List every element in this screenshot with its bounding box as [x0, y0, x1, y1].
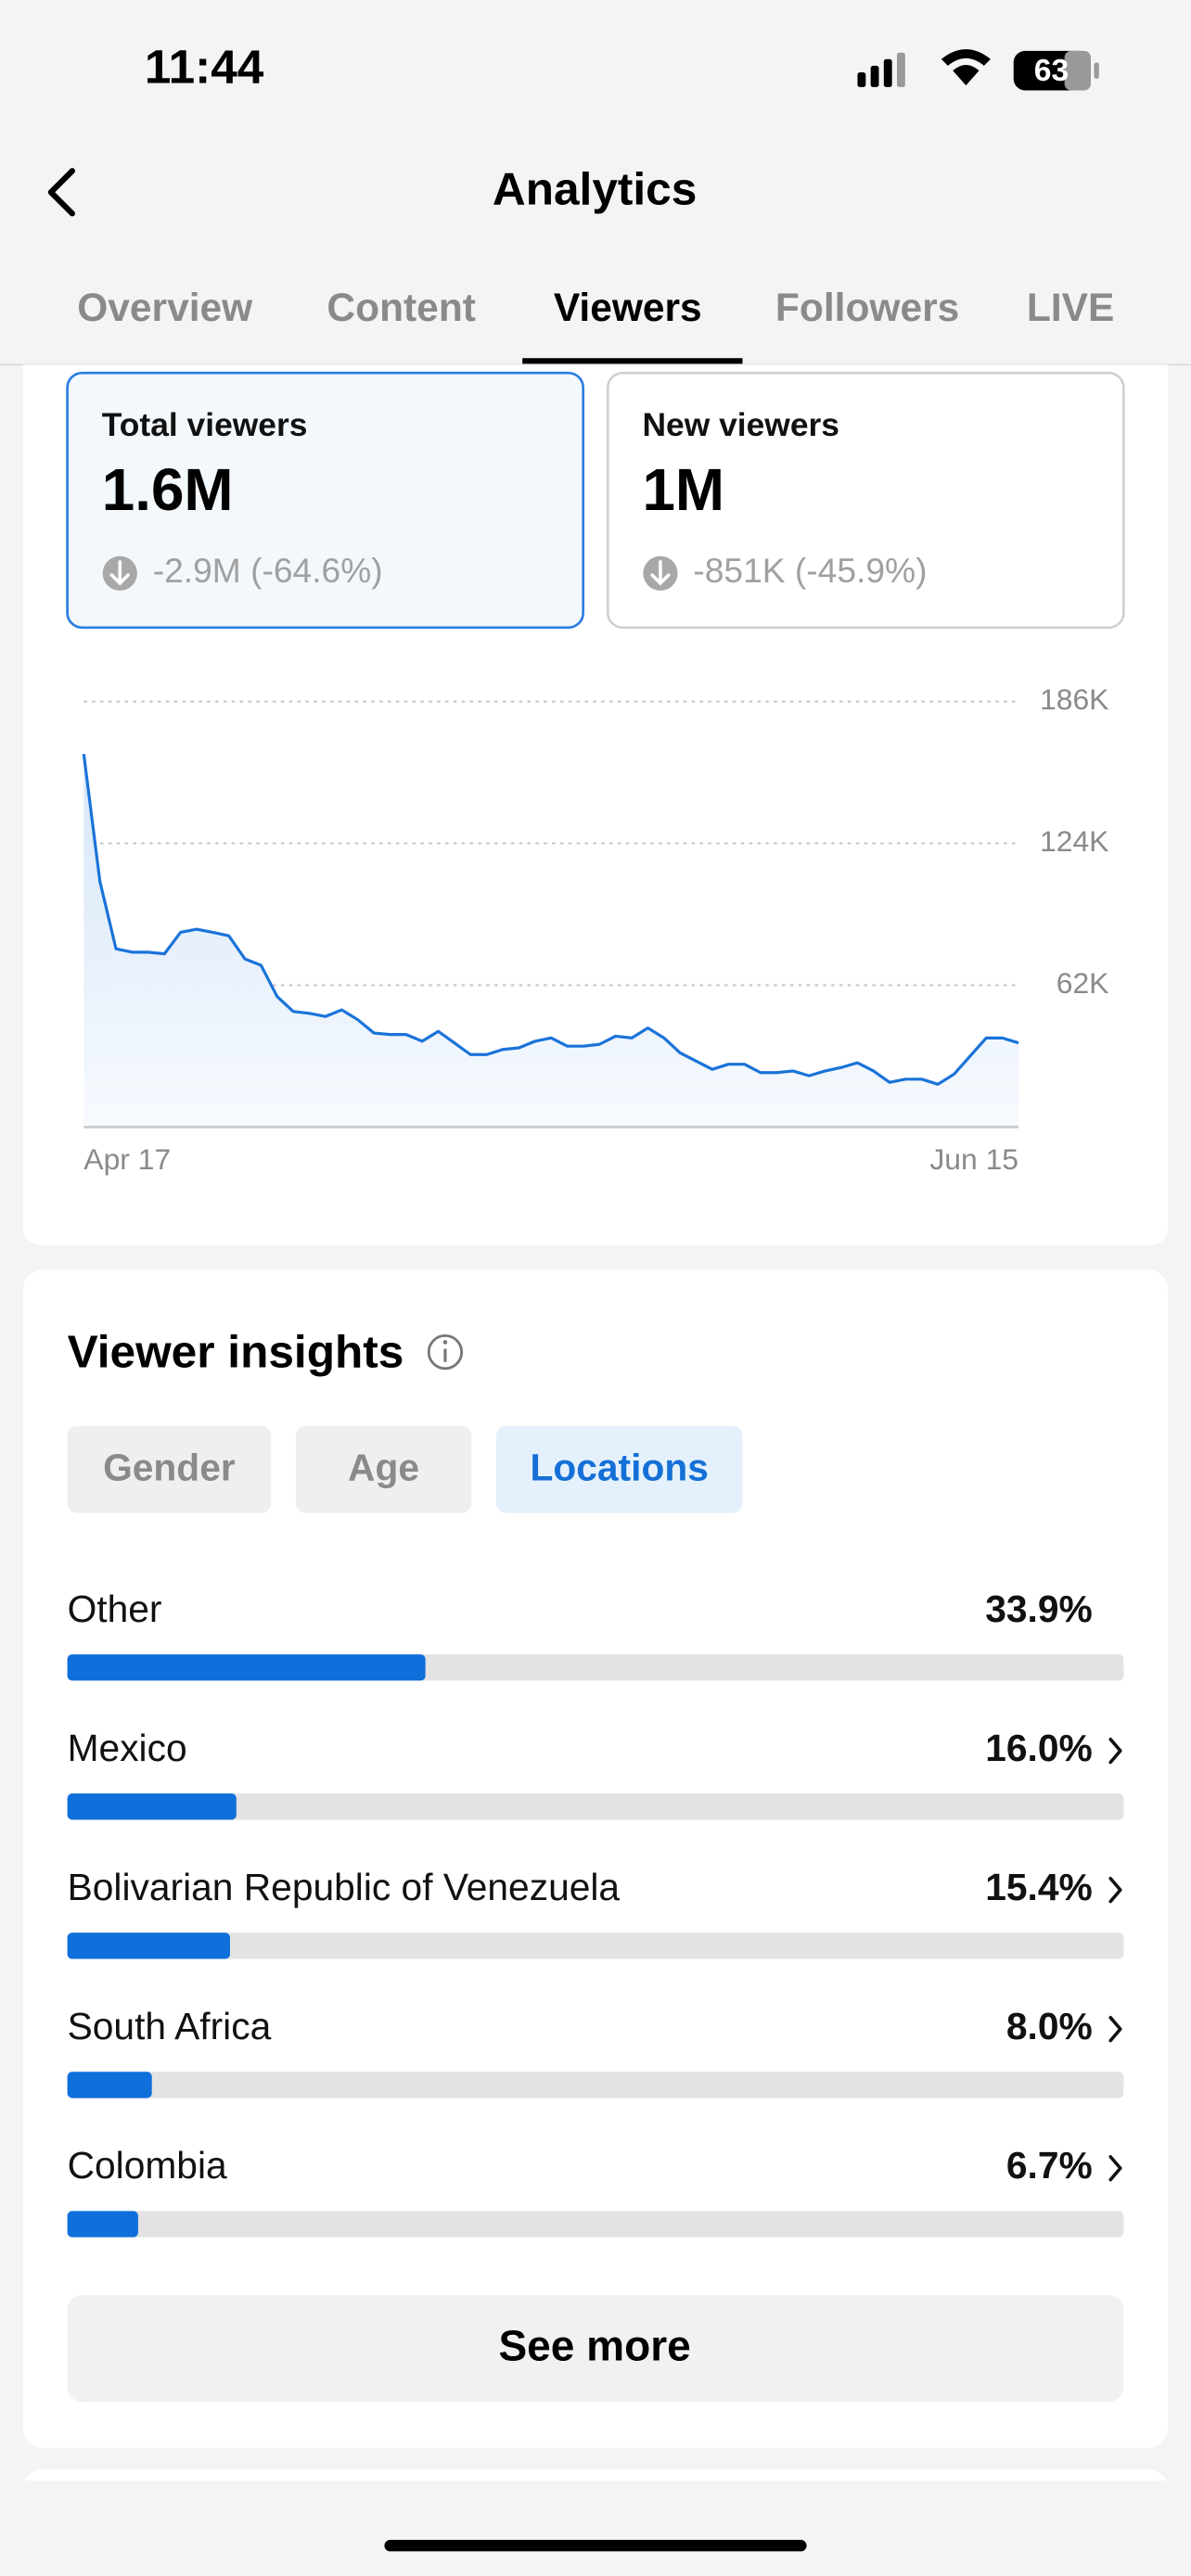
area	[83, 754, 1019, 1128]
location-name: Other	[68, 1588, 162, 1630]
card-label: New viewers	[642, 406, 839, 443]
card-value: 1M	[642, 456, 724, 523]
signal-icon	[857, 52, 905, 87]
down-arrow	[109, 560, 130, 586]
location-name: South Africa	[68, 2005, 272, 2047]
bar-track	[67, 1932, 1124, 1959]
tab[interactable]: Followers	[775, 287, 959, 330]
y-tick-label: 62K	[1057, 966, 1109, 1000]
bottom-area	[0, 2480, 1191, 2576]
filter-chip[interactable]	[495, 1425, 743, 1513]
chevron	[1108, 2016, 1122, 2043]
line-chart: 62K 124K 186K Apr 17 Jun 15	[82, 682, 1109, 1176]
tab[interactable]: Content	[327, 287, 476, 330]
x-tick-label: Jun 15	[929, 1142, 1018, 1176]
bar	[67, 1932, 230, 1959]
card-change: -2.9M (-64.6%)	[153, 551, 383, 590]
tab[interactable]: LIVE	[1027, 287, 1114, 330]
filter-label: Age	[348, 1446, 419, 1488]
page-title: Analytics	[493, 162, 697, 214]
x-tick-label: Apr 17	[83, 1142, 171, 1176]
chevron	[1108, 1737, 1122, 1765]
filter-label: Gender	[103, 1446, 236, 1488]
battery-tip	[1094, 62, 1099, 80]
location-name: Colombia	[68, 2144, 227, 2187]
y-tick-label: 124K	[1040, 824, 1108, 858]
chevron	[1108, 1876, 1122, 1904]
bar	[67, 2072, 152, 2098]
card-label: Total viewers	[102, 406, 308, 443]
chevron	[1108, 2155, 1122, 2182]
bar	[67, 2211, 138, 2238]
value-label: 15.4%	[985, 1866, 1092, 1908]
filter-chips: Gender Age Locations	[67, 1425, 743, 1513]
location-name: Mexico	[68, 1727, 187, 1769]
bar-track	[67, 2211, 1124, 2238]
filter-chip[interactable]	[295, 1425, 472, 1513]
bar-track	[67, 2072, 1124, 2098]
bar-track	[67, 1793, 1124, 1820]
insights-panel	[22, 1269, 1169, 2448]
tab-bar: Overview Content Viewers Followers LIVE	[77, 287, 1114, 364]
location-name: Bolivarian Republic of Venezuela	[68, 1866, 621, 1908]
metric-cards: Total viewers 1.6M -2.9M (-64.6%) New viewe…	[102, 406, 928, 591]
down-arrow	[650, 560, 671, 586]
tab[interactable]: Viewers	[554, 287, 702, 330]
tab[interactable]: Overview	[77, 287, 253, 330]
home-indicator	[384, 2540, 807, 2552]
battery-empty	[1064, 50, 1091, 91]
bar	[67, 1793, 237, 1820]
wifi-icon	[941, 49, 991, 86]
see-more-label: See more	[498, 2322, 690, 2370]
card-value: 1.6M	[102, 456, 234, 523]
filter-label: Locations	[531, 1446, 709, 1488]
y-tick-label: 186K	[1040, 682, 1108, 716]
value-label: 16.0%	[985, 1727, 1092, 1769]
card-change: -851K (-45.9%)	[693, 551, 927, 590]
bar	[67, 1654, 426, 1681]
location-bars: Other 33.9% Mexico 16.0% Bolivarian Republic…	[67, 1588, 1124, 2238]
metric-card-selected[interactable]	[66, 371, 585, 630]
value-label: 8.0%	[1006, 2005, 1093, 2047]
line	[82, 754, 1019, 1086]
value-label: 33.9%	[985, 1588, 1092, 1630]
filter-chip[interactable]	[67, 1425, 272, 1513]
battery-level: 63	[1034, 54, 1069, 88]
insights-title: Viewer insights	[68, 1326, 404, 1378]
value-label: 6.7%	[1006, 2144, 1093, 2187]
status-time: 11:44	[145, 41, 264, 94]
active-tab-indicator	[522, 358, 743, 364]
see-more-button[interactable]	[67, 2295, 1124, 2403]
metric-card[interactable]	[606, 371, 1125, 630]
info-icon[interactable]	[427, 1333, 464, 1371]
back-button[interactable]	[47, 168, 76, 217]
